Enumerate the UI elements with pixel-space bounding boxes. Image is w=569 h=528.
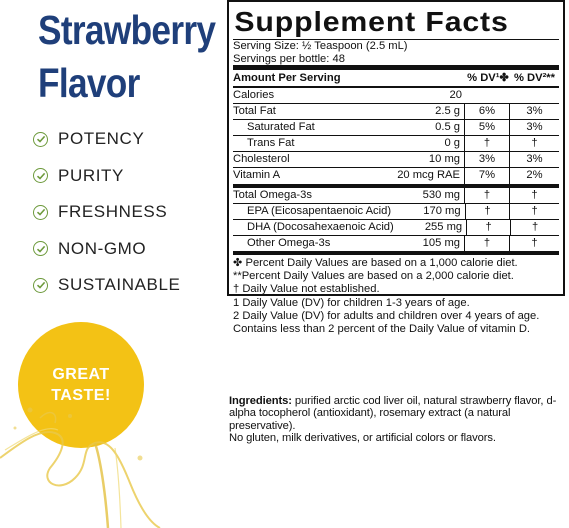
nutrient-dv1: 6% bbox=[464, 104, 509, 120]
check-circle-icon bbox=[33, 241, 48, 257]
claim-item: PURITY bbox=[33, 158, 181, 195]
claim-item: SUSTAINABLE bbox=[33, 267, 181, 304]
nutrient-name: Saturated Fat bbox=[247, 121, 315, 134]
facts-row: Other Omega-3s 105 mg † † bbox=[233, 235, 559, 255]
great-taste-badge: GREAT TASTE! bbox=[18, 322, 144, 448]
claim-label: NON-GMO bbox=[58, 238, 147, 258]
nutrient-dv1: † bbox=[464, 136, 509, 152]
header-dv1: % DV¹✤ bbox=[467, 72, 509, 84]
nutrient-amount: 0 g bbox=[444, 137, 460, 150]
nutrient-dv2: 3% bbox=[509, 152, 559, 168]
check-circle-icon bbox=[33, 168, 48, 184]
nutrient-name: EPA (Eicosapentaenoic Acid) bbox=[247, 204, 392, 217]
facts-title: Supplement Facts bbox=[234, 6, 509, 37]
footnote: Contains less than 2 percent of the Dail… bbox=[233, 322, 531, 335]
nutrient-amount: 20 bbox=[449, 89, 462, 101]
facts-footnotes: ✤ Percent Daily Values are based on a 1,… bbox=[229, 255, 563, 336]
divider-thick bbox=[233, 65, 559, 70]
nutrient-dv2: 3% bbox=[509, 104, 559, 120]
ingredients-list: purified arctic cod liver oil, natural s… bbox=[229, 395, 557, 432]
nutrient-dv1: † bbox=[464, 187, 509, 203]
supplement-facts-panel: Supplement Facts Serving Size: ½ Teaspoo… bbox=[227, 0, 565, 335]
nutrient-name: Trans Fat bbox=[247, 137, 295, 150]
nutrient-amount: 170 mg bbox=[423, 204, 461, 217]
header-dv2: % DV²** bbox=[513, 72, 556, 84]
nutrient-dv2: † bbox=[509, 136, 559, 152]
footnote: **Percent Daily Values are based on a 2,… bbox=[233, 270, 514, 283]
badge-line-2: TASTE! bbox=[51, 387, 111, 404]
ingredients-note: No gluten, milk derivatives, or artifici… bbox=[229, 432, 496, 445]
serving-info: Serving Size: ½ Teaspoon (2.5 mL) Servin… bbox=[229, 40, 563, 65]
footnote: 2 Daily Value (DV) for adults and childr… bbox=[233, 309, 540, 322]
nutrient-dv2: † bbox=[509, 235, 559, 251]
facts-row: Cholesterol 10 mg 3% 3% bbox=[233, 152, 559, 169]
facts-row: Saturated Fat 0.5 g 5% 3% bbox=[233, 120, 559, 137]
nutrient-amount: 105 mg bbox=[422, 236, 460, 249]
divider bbox=[233, 39, 559, 40]
nutrient-amount: 2.5 g bbox=[435, 105, 460, 118]
ingredients-text: Ingredients: purified arctic cod liver o… bbox=[229, 395, 561, 432]
footnote: 1 Daily Value (DV) for children 1-3 year… bbox=[233, 296, 470, 309]
facts-row: EPA (Eicosapentaenoic Acid) 170 mg † † bbox=[233, 203, 559, 220]
oil-splash-image bbox=[0, 407, 161, 528]
nutrient-amount: 20 mcg RAE bbox=[397, 169, 460, 182]
facts-row: Trans Fat 0 g † † bbox=[233, 136, 559, 153]
check-circle-icon bbox=[33, 277, 48, 293]
nutrient-dv1: † bbox=[464, 203, 510, 219]
nutrient-name: Total Omega-3s bbox=[233, 188, 312, 201]
serving-size: Serving Size: ½ Teaspoon (2.5 mL) bbox=[233, 40, 408, 52]
nutrient-amount: 0.5 g bbox=[435, 121, 460, 134]
nutrient-name: Calories bbox=[233, 89, 275, 101]
nutrient-name: Total Fat bbox=[233, 105, 276, 118]
nutrient-amount: 10 mg bbox=[428, 153, 460, 166]
claim-item: POTENCY bbox=[33, 121, 181, 158]
facts-row: Total Fat 2.5 g 6% 3% bbox=[233, 104, 559, 121]
facts-row: Vitamin A 20 mcg RAE 7% 2% bbox=[233, 168, 559, 185]
claim-label: SUSTAINABLE bbox=[58, 275, 181, 295]
claim-label: FRESHNESS bbox=[58, 202, 168, 222]
ingredients-label: Ingredients: bbox=[229, 395, 292, 407]
nutrient-amount: 530 mg bbox=[422, 188, 460, 201]
nutrient-dv2: 3% bbox=[509, 120, 559, 136]
flavor-line-1: Strawberry bbox=[38, 7, 216, 53]
facts-header-row: Amount Per Serving % DV¹✤ % DV²** bbox=[233, 70, 559, 88]
footnote: † Daily Value not established. bbox=[233, 283, 380, 296]
claim-label: POTENCY bbox=[58, 129, 145, 149]
footnote: ✤ Percent Daily Values are based on a 1,… bbox=[233, 256, 518, 269]
flavor-heading: Strawberry Flavor bbox=[38, 4, 216, 110]
nutrient-dv2: † bbox=[509, 203, 559, 219]
badge-line-1: GREAT bbox=[52, 366, 110, 383]
claim-item: FRESHNESS bbox=[33, 194, 181, 231]
nutrient-name: DHA (Docosahexaenoic Acid) bbox=[247, 220, 394, 233]
nutrient-dv1: † bbox=[466, 219, 510, 235]
ingredients-block: Ingredients: purified arctic cod liver o… bbox=[229, 395, 561, 445]
nutrient-dv1: 3% bbox=[464, 152, 509, 168]
nutrient-amount: 255 mg bbox=[424, 220, 463, 233]
claim-label: PURITY bbox=[58, 165, 124, 185]
claims-list: POTENCY PURITY FRESHNESS NON-GMO SUSTAIN… bbox=[33, 121, 181, 304]
header-amount: Amount Per Serving bbox=[233, 72, 341, 84]
nutrient-dv1: † bbox=[464, 235, 509, 251]
check-circle-icon bbox=[33, 131, 48, 147]
nutrient-dv1: 7% bbox=[464, 168, 509, 184]
nutrient-name: Cholesterol bbox=[233, 153, 290, 166]
facts-row: Calories 20 bbox=[233, 88, 559, 105]
nutrient-dv1: 5% bbox=[464, 120, 509, 136]
nutrient-dv2: 2% bbox=[509, 168, 559, 184]
servings-per-bottle: Servings per bottle: 48 bbox=[233, 52, 345, 65]
facts-row: Total Omega-3s 530 mg † † bbox=[233, 184, 559, 204]
facts-row: DHA (Docosahexaenoic Acid) 255 mg † † bbox=[233, 219, 559, 236]
claim-item: NON-GMO bbox=[33, 231, 181, 268]
nutrient-dv2: † bbox=[509, 187, 559, 203]
nutrient-name: Vitamin A bbox=[233, 169, 281, 182]
check-circle-icon bbox=[33, 204, 48, 220]
flavor-line-2: Flavor bbox=[38, 60, 140, 106]
nutrient-dv2: † bbox=[510, 219, 559, 235]
nutrient-name: Other Omega-3s bbox=[247, 236, 331, 249]
